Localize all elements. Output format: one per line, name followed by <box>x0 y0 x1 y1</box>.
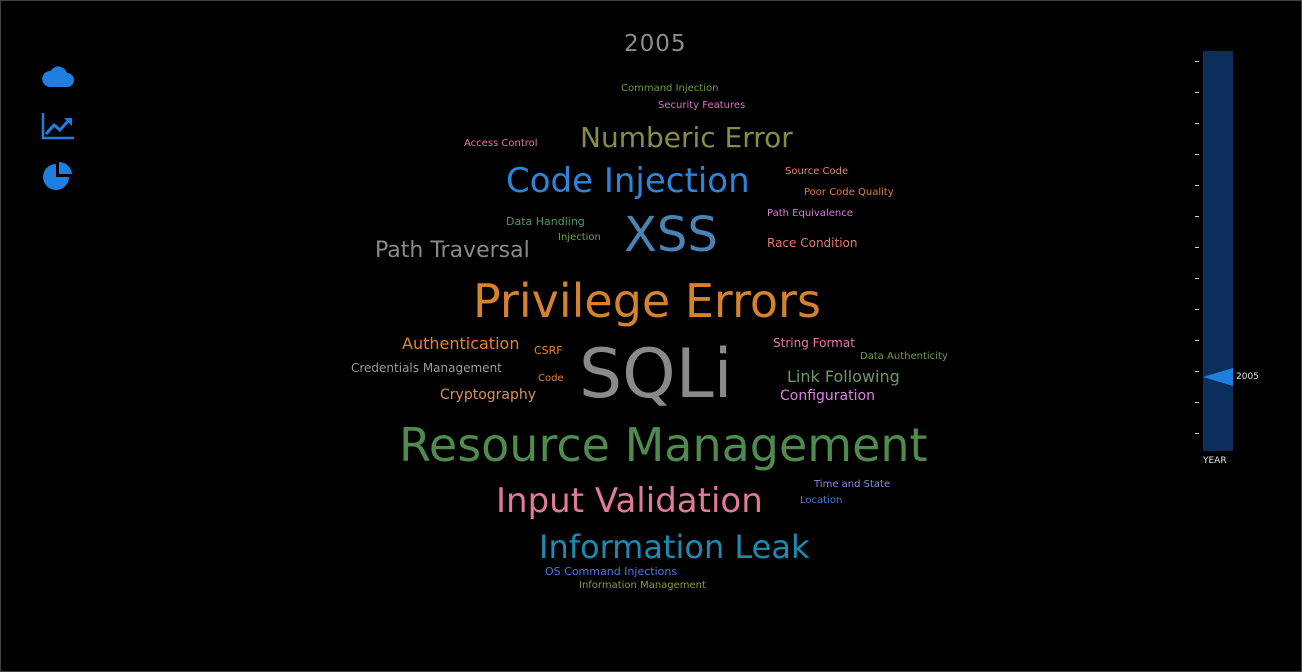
line-chart-icon[interactable] <box>41 111 75 141</box>
word-os-command-injections[interactable]: OS Command Injections <box>545 565 678 578</box>
slider-tick <box>1195 278 1199 279</box>
word-information-leak[interactable]: Information Leak <box>539 528 810 566</box>
slider-tick <box>1195 123 1199 124</box>
word-data-authenticity[interactable]: Data Authenticity <box>860 351 948 362</box>
word-sqli[interactable]: SQLi <box>579 335 733 414</box>
slider-tick <box>1195 185 1199 186</box>
slider-tick <box>1195 340 1199 341</box>
slider-tick <box>1195 154 1199 155</box>
word-privilege-errors[interactable]: Privilege Errors <box>473 274 821 328</box>
word-access-control[interactable]: Access Control <box>464 138 538 149</box>
word-cryptography[interactable]: Cryptography <box>440 387 537 403</box>
word-credentials-management[interactable]: Credentials Management <box>351 361 502 375</box>
slider-track[interactable] <box>1203 51 1233 451</box>
slider-tick <box>1195 309 1199 310</box>
slider-selected-year: 2005 <box>1236 372 1259 382</box>
word-path-traversal[interactable]: Path Traversal <box>375 238 530 263</box>
word-configuration[interactable]: Configuration <box>780 388 875 404</box>
word-location[interactable]: Location <box>800 495 843 506</box>
word-information-management[interactable]: Information Management <box>579 580 706 591</box>
word-source-code[interactable]: Source Code <box>785 166 849 177</box>
cloud-icon[interactable] <box>41 61 75 91</box>
slider-tick <box>1195 433 1199 434</box>
word-code[interactable]: Code <box>538 373 564 384</box>
word-input-validation[interactable]: Input Validation <box>496 481 763 521</box>
slider-tick <box>1195 92 1199 93</box>
pie-chart-icon[interactable] <box>41 161 75 191</box>
slider-handle[interactable] <box>1203 368 1233 386</box>
word-injection[interactable]: Injection <box>558 232 601 243</box>
year-slider[interactable]: 2005 YEAR <box>1191 51 1271 471</box>
word-command-injection[interactable]: Command Injection <box>621 83 719 94</box>
slider-tick <box>1195 402 1199 403</box>
word-xss[interactable]: XSS <box>624 207 718 263</box>
word-csrf[interactable]: CSRF <box>534 344 563 357</box>
slider-axis-label: YEAR <box>1203 456 1227 466</box>
word-numberic-error[interactable]: Numberic Error <box>580 121 793 154</box>
slider-tick <box>1195 371 1199 372</box>
word-resource-management[interactable]: Resource Management <box>399 418 928 472</box>
word-link-following[interactable]: Link Following <box>787 367 900 386</box>
word-string-format[interactable]: String Format <box>773 336 855 350</box>
word-code-injection[interactable]: Code Injection <box>506 161 750 201</box>
word-authentication[interactable]: Authentication <box>402 334 520 353</box>
word-data-handling[interactable]: Data Handling <box>506 215 585 228</box>
word-race-condition[interactable]: Race Condition <box>767 236 858 250</box>
word-security-features[interactable]: Security Features <box>658 100 746 111</box>
slider-tick <box>1195 216 1199 217</box>
word-poor-code-quality[interactable]: Poor Code Quality <box>804 187 894 198</box>
word-path-equivalence[interactable]: Path Equivalence <box>767 208 853 219</box>
year-title: 2005 <box>624 31 687 57</box>
word-time-and-state[interactable]: Time and State <box>814 479 891 490</box>
slider-tick <box>1195 247 1199 248</box>
slider-tick <box>1195 61 1199 62</box>
